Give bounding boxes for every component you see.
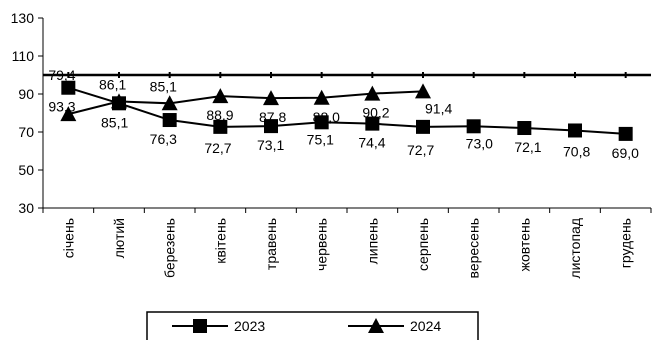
data-point-2024 (60, 106, 77, 122)
data-label-2024: 79,4 (48, 67, 75, 83)
data-label-2024: 91,4 (425, 100, 452, 116)
legend: 2023 2024 (146, 311, 479, 340)
data-point-2023 (466, 119, 481, 134)
x-tick-label: червень (314, 218, 330, 271)
legend-marker-2023 (193, 319, 207, 333)
x-tick-label: березень (162, 218, 178, 278)
y-tick-label: 30 (18, 200, 34, 216)
data-label-2024: 86,1 (99, 76, 126, 92)
series-line-2023 (68, 86, 626, 135)
data-point-2023 (517, 121, 532, 136)
legend-label-2024: 2024 (410, 318, 441, 334)
legend-box (146, 311, 479, 340)
data-point-2023 (618, 126, 633, 141)
y-tick-label: 90 (18, 86, 34, 102)
data-label-2023: 73,0 (466, 135, 493, 151)
x-tick-label: серпень (415, 218, 431, 271)
data-label-2023: 69,0 (612, 145, 639, 161)
data-label-2023: 85,1 (101, 114, 128, 130)
data-label-2024: 90,2 (362, 105, 389, 121)
data-label-2023: 72,1 (514, 139, 541, 155)
data-label-2024: 88,9 (206, 107, 233, 123)
data-point-2024 (161, 95, 178, 111)
data-label-2024: 87,8 (259, 109, 286, 125)
data-label-2023: 72,7 (204, 140, 231, 156)
y-tick-label: 70 (18, 124, 34, 140)
data-label-2023: 73,1 (257, 137, 284, 153)
data-point-2023 (568, 123, 582, 138)
data-label-2023: 76,3 (150, 131, 177, 147)
data-label-2024: 88,0 (313, 109, 340, 125)
data-point-2023 (61, 80, 76, 95)
data-point-2023 (213, 119, 228, 134)
data-point-2024 (415, 83, 431, 99)
y-tick-label: 110 (12, 48, 35, 64)
x-tick-label: вересень (466, 218, 482, 278)
x-tick-label: жовтень (516, 218, 532, 271)
x-tick-label: січень (60, 218, 76, 258)
x-tick-label: листопад (567, 218, 583, 279)
data-point-2024 (263, 90, 279, 106)
x-tick-label: травень (263, 218, 279, 270)
x-tick-label: квітень (212, 218, 228, 264)
x-tick-label: липень (364, 218, 380, 264)
x-tick-label: грудень (618, 218, 634, 268)
data-label-2023: 75,1 (307, 131, 334, 147)
data-point-2023 (162, 113, 177, 128)
data-label-2023: 70,8 (563, 143, 590, 159)
data-label-2023: 72,7 (407, 142, 434, 158)
data-point-2023 (314, 115, 329, 130)
data-point-2023 (365, 116, 380, 131)
plot-area: 30 50 70 90 110 130 січень лютий березень квітень… (11, 10, 652, 279)
data-point-2024 (313, 89, 330, 105)
data-point-2023 (416, 119, 430, 134)
y-tick-label: 130 (11, 10, 35, 26)
data-point-2024 (111, 93, 127, 109)
y-tick-label: 50 (18, 162, 34, 178)
data-point-2024 (212, 88, 229, 104)
series-line-2024 (68, 90, 424, 116)
legend-label-2023: 2023 (234, 318, 265, 334)
data-point-2024 (364, 85, 381, 101)
x-tick-label: лютий (111, 218, 127, 258)
data-label-2023: 74,4 (358, 135, 385, 151)
data-point-2023 (264, 119, 278, 134)
legend-marker-2024 (368, 318, 384, 333)
data-label-2024: 85,1 (150, 78, 177, 94)
